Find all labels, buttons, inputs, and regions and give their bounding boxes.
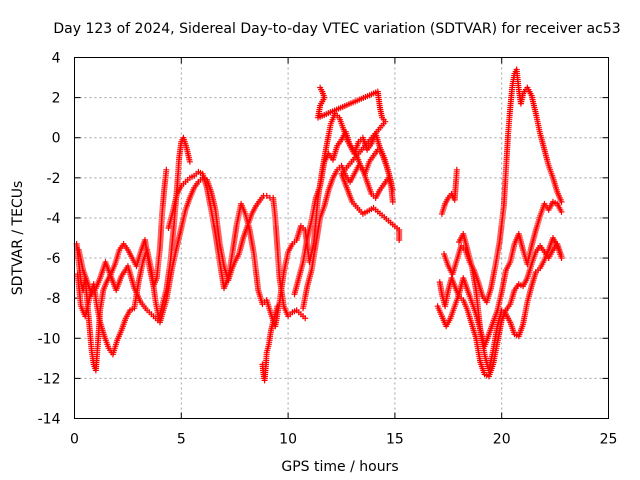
- data-point: [163, 166, 170, 173]
- data-point: [389, 198, 396, 205]
- x-tick-label: 20: [493, 432, 511, 448]
- y-tick-label: -8: [47, 291, 61, 307]
- data-point: [558, 255, 565, 262]
- y-tick-label: -12: [38, 371, 61, 387]
- y-tick-label: -2: [47, 171, 61, 187]
- data-point: [302, 315, 309, 322]
- x-axis-label: GPS time / hours: [281, 459, 398, 475]
- data-point: [396, 237, 403, 244]
- y-axis-label: SDTVAR / TECUs: [10, 181, 26, 296]
- y-tick-label: -6: [47, 251, 61, 267]
- data-point: [558, 198, 565, 205]
- x-tick-labels: 0 5 10 15 20 25: [70, 432, 617, 448]
- y-tick-label: 2: [52, 91, 61, 107]
- data-point: [186, 158, 193, 165]
- y-tick-label: 4: [52, 51, 61, 67]
- data-point: [389, 186, 396, 193]
- data-point: [558, 208, 565, 215]
- axis-ticks: [74, 57, 609, 419]
- y-tick-label: -10: [38, 331, 61, 347]
- plot-frame: [74, 57, 609, 419]
- data-point: [453, 166, 460, 173]
- x-tick-label: 10: [279, 432, 297, 448]
- data-point: [274, 303, 281, 310]
- data-point: [388, 182, 395, 189]
- x-tick-label: 25: [600, 432, 618, 448]
- y-tick-label: 0: [52, 131, 61, 147]
- chart-title: Day 123 of 2024, Sidereal Day-to-day VTE…: [53, 21, 620, 37]
- y-tick-label: -14: [38, 412, 61, 428]
- x-tick-label: 15: [386, 432, 404, 448]
- x-tick-label: 5: [177, 432, 186, 448]
- data-marks: [73, 66, 565, 384]
- x-tick-label: 0: [70, 432, 79, 448]
- data-point: [263, 192, 270, 199]
- y-tick-label: -4: [47, 211, 61, 227]
- y-tick-labels: -14 -12 -10 -8 -6 -4 -2 0 2 4: [38, 51, 61, 428]
- grid: [74, 57, 609, 419]
